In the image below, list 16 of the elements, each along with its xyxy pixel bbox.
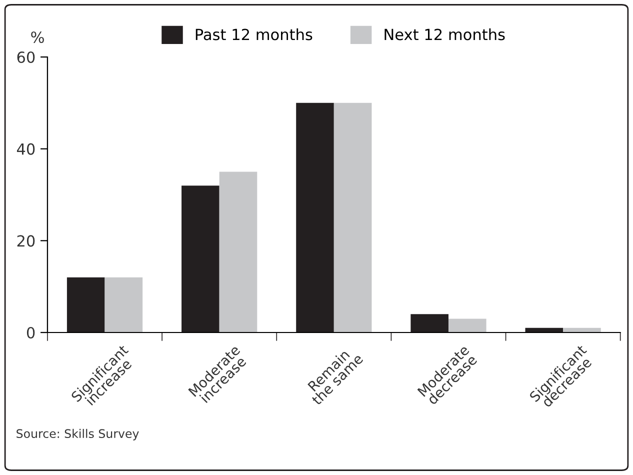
bar	[448, 318, 486, 332]
y-tick-label: 0	[26, 326, 35, 339]
y-tick-label: 40	[16, 143, 35, 155]
bar	[66, 277, 105, 332]
y-axis-title: %	[31, 31, 44, 44]
bar	[104, 277, 143, 332]
source-note: Source: Skills Survey	[16, 428, 139, 440]
legend-label: Past 12 months	[196, 28, 312, 40]
bar	[410, 314, 448, 332]
y-tick-label: 20	[17, 235, 35, 247]
bar	[334, 102, 372, 332]
y-tick-label: 60	[17, 51, 35, 64]
bar	[182, 186, 220, 332]
legend-label: Next 12 months	[384, 28, 505, 40]
bar	[219, 172, 258, 332]
bar	[296, 102, 334, 332]
